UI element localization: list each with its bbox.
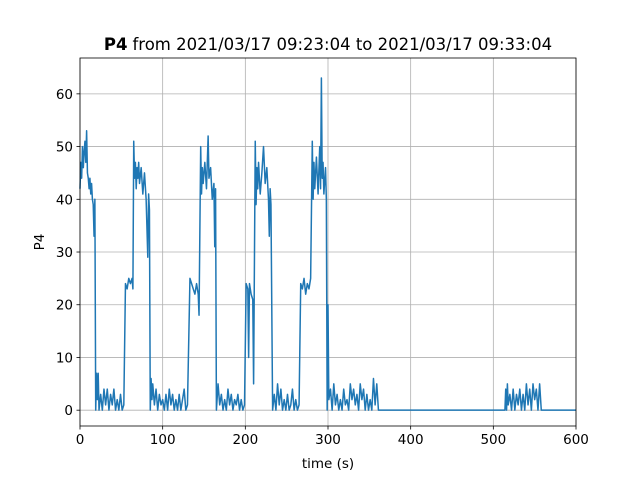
title-bold: P4 [104,35,128,54]
x-tick-label: 0 [76,432,85,448]
y-tick-label: 0 [64,403,73,419]
y-tick-label: 40 [56,192,73,208]
x-tick-label: 100 [150,432,176,448]
plot-frame [79,57,577,427]
y-tick-label: 20 [56,298,73,314]
y-tick-label: 50 [56,140,73,156]
y-tick-label: 10 [56,350,73,366]
data-line [79,77,576,411]
x-tick-label: 600 [563,432,589,448]
x-tick-label: 500 [480,432,506,448]
x-tick-label: 400 [398,432,424,448]
y-tick-label: 30 [56,245,73,261]
x-axis-label: time (s) [302,456,354,472]
y-tick-label: 60 [56,87,73,103]
y-axis-label: P4 [32,234,48,251]
chart-title: P4 from 2021/03/17 09:23:04 to 2021/03/17… [104,35,552,54]
x-tick-label: 200 [232,432,258,448]
x-tick-label: 300 [315,432,341,448]
title-text: from 2021/03/17 09:23:04 to 2021/03/17 0… [132,35,552,54]
